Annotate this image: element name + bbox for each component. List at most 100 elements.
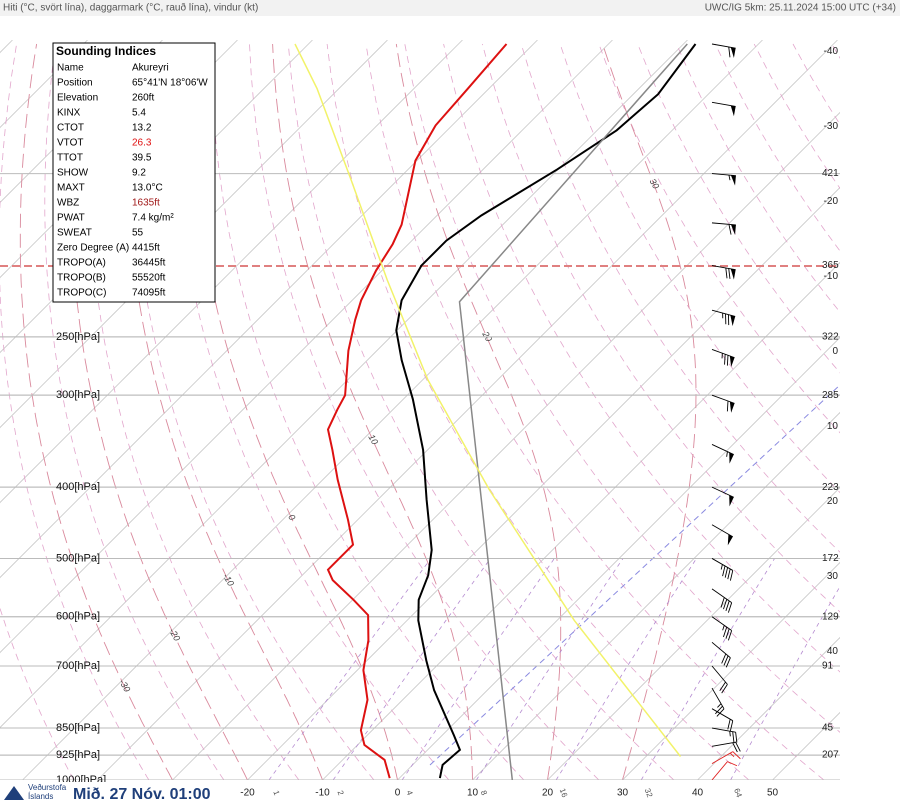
isotherm-grid: [772, 711, 840, 780]
index-label: Name: [57, 63, 84, 74]
barb-flag: [730, 268, 736, 280]
index-label: SHOW: [57, 168, 89, 179]
barb-flag: [730, 315, 736, 327]
profile-line: [294, 43, 682, 757]
height-label: 322: [822, 332, 839, 343]
mixing-ratio-line: [555, 558, 697, 780]
indices-title: Sounding Indices: [56, 44, 156, 58]
wind-barb: [711, 708, 734, 731]
barb-staff: [711, 751, 741, 764]
mixing-ratio-line: [268, 558, 432, 780]
moist-adiabat-label: 20: [480, 329, 494, 344]
dry-adiabat: [520, 43, 840, 553]
index-value: Akureyri: [132, 63, 169, 74]
index-label: TROPO(B): [57, 273, 106, 284]
moist-adiabat-label: -10: [221, 572, 236, 588]
x-tick-label: 50: [767, 788, 779, 799]
profile-line: [395, 43, 697, 779]
mixing-ratio-label: 16: [558, 787, 570, 799]
height-label: 207: [822, 750, 839, 761]
dry-adiabat: [831, 43, 840, 59]
y-tick-label: 500[hPa]: [56, 552, 100, 564]
height-label: 129: [822, 611, 839, 622]
height-label: 45: [822, 723, 834, 734]
index-label: TROPO(C): [57, 288, 106, 299]
dry-adiabat: [637, 43, 840, 374]
index-value: 13.0°C: [132, 183, 163, 194]
barb-flag: [730, 175, 736, 186]
index-value: 4415ft: [132, 243, 160, 254]
moist-adiabat: [602, 43, 697, 780]
moist-adiabat-label: 0: [286, 513, 297, 522]
y-tick-label: 700[hPa]: [56, 660, 100, 672]
index-label: SWEAT: [57, 228, 92, 239]
index-value: 26.3: [132, 138, 152, 149]
right-isotherm-label: 40: [827, 646, 839, 657]
moist-adiabat: [70, 43, 248, 780]
index-label: MAXT: [57, 183, 85, 194]
mixing-ratio-label: 4: [404, 789, 414, 797]
barb-flag: [729, 401, 735, 413]
barb-staff: [711, 394, 735, 412]
right-isotherm-label: -20: [824, 196, 839, 207]
index-value: 39.5: [132, 153, 152, 164]
barb-staff: [711, 741, 741, 753]
barb-staff: [711, 348, 735, 366]
index-label: Position: [57, 78, 93, 89]
mixing-ratio-line: [332, 558, 491, 780]
isotherm-grid: [247, 186, 840, 780]
index-value: 5.4: [132, 108, 146, 119]
index-value: 1635ft: [132, 198, 160, 209]
x-tick-label: 40: [692, 788, 704, 799]
isotherm-grid: [697, 636, 840, 780]
height-label: 172: [822, 553, 839, 564]
moist-adiabat: [272, 43, 473, 780]
index-value: 9.2: [132, 168, 146, 179]
x-tick-label: 20: [542, 788, 554, 799]
isotherm: [0, 40, 388, 429]
barb-staff: [711, 665, 728, 694]
dry-adiabat: [365, 43, 825, 780]
barb-staff: [711, 309, 736, 326]
dry-adiabat: [792, 43, 840, 126]
right-isotherm-label: 30: [827, 571, 839, 582]
barb-staff: [711, 444, 734, 457]
barb-flag: [727, 534, 733, 546]
index-value: 7.4 kg/m²: [132, 213, 174, 224]
index-value: 13.2: [132, 123, 152, 134]
mixing-ratio-label: 8: [479, 789, 489, 797]
y-tick-label: 300[hPa]: [56, 389, 100, 401]
dry-adiabat: [249, 43, 600, 780]
height-label: 285: [822, 390, 839, 401]
index-label: PWAT: [57, 213, 85, 224]
index-value: 65°41'N 18°06'W: [132, 78, 208, 89]
y-tick-label: 400[hPa]: [56, 481, 100, 493]
y-tick-label: 850[hPa]: [56, 722, 100, 734]
index-label: Zero Degree (A): [57, 243, 129, 254]
barb-staff: [711, 761, 738, 780]
dry-adiabat: [559, 43, 840, 494]
isotherm-grid: [472, 411, 840, 780]
height-label: 223: [822, 482, 839, 493]
isotherm-grid: [622, 561, 840, 780]
logo-text: Veðurstofa: [28, 783, 67, 792]
isotherm: [0, 40, 163, 204]
wind-barb: [711, 394, 735, 413]
moist-adiabat: [395, 43, 562, 780]
barb-staff: [711, 588, 733, 613]
dry-adiabat: [598, 43, 840, 434]
y-tick-label: 925[hPa]: [56, 749, 100, 761]
moist-adiabat-label: -20: [167, 626, 182, 642]
barb-staff: [711, 687, 725, 717]
isotherm: [0, 40, 613, 654]
right-isotherm-label: -10: [824, 271, 839, 282]
barb-flag: [729, 452, 734, 464]
barb-flag: [730, 47, 736, 59]
index-value: 55520ft: [132, 273, 166, 284]
footer: Veðurstofa Íslands Mið. 27 Nóv. 01:00: [0, 782, 215, 808]
index-label: VTOT: [57, 138, 83, 149]
wind-barb: [711, 588, 733, 613]
wind-barb: [711, 486, 734, 507]
wind-barb: [711, 222, 736, 235]
